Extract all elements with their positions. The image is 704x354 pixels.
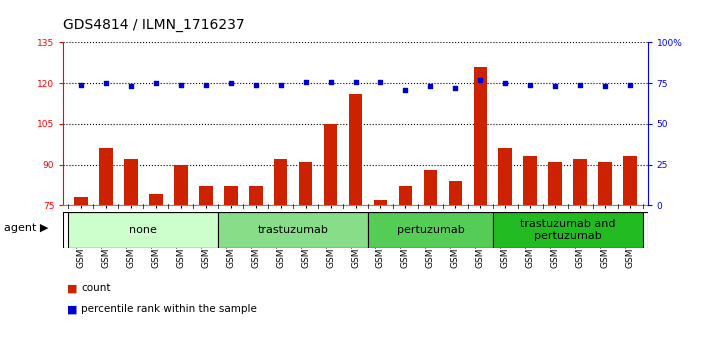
Text: trastuzumab and
pertuzumab: trastuzumab and pertuzumab: [520, 219, 615, 241]
Bar: [99, 148, 113, 354]
Point: [350, 79, 361, 84]
Bar: [249, 186, 263, 354]
Bar: [474, 67, 487, 354]
Bar: [68, 212, 218, 248]
Point: [425, 84, 436, 89]
Bar: [424, 170, 437, 354]
Text: ■: ■: [67, 283, 77, 293]
Bar: [149, 194, 163, 354]
Point: [225, 80, 237, 86]
Point: [275, 82, 287, 88]
Point: [375, 79, 386, 84]
Point: [574, 82, 586, 88]
Point: [325, 79, 337, 84]
Point: [300, 79, 311, 84]
Text: trastuzumab: trastuzumab: [258, 225, 329, 235]
Bar: [74, 197, 88, 354]
Bar: [398, 186, 413, 354]
Point: [150, 80, 161, 86]
Text: none: none: [130, 225, 157, 235]
Point: [400, 87, 411, 92]
Text: agent ▶: agent ▶: [4, 223, 48, 233]
Bar: [199, 186, 213, 354]
Point: [600, 84, 611, 89]
Text: GDS4814 / ILMN_1716237: GDS4814 / ILMN_1716237: [63, 18, 245, 32]
Point: [624, 82, 636, 88]
Text: percentile rank within the sample: percentile rank within the sample: [81, 304, 257, 314]
Point: [175, 82, 187, 88]
Bar: [218, 212, 368, 248]
Bar: [573, 159, 587, 354]
Text: count: count: [81, 283, 111, 293]
Point: [474, 77, 486, 83]
Bar: [598, 162, 612, 354]
Bar: [174, 165, 187, 354]
Bar: [348, 94, 363, 354]
Point: [500, 80, 511, 86]
Bar: [324, 124, 337, 354]
Text: ■: ■: [67, 304, 77, 314]
Bar: [374, 200, 387, 354]
Bar: [493, 212, 643, 248]
Point: [550, 84, 561, 89]
Bar: [274, 159, 287, 354]
Point: [100, 80, 111, 86]
Bar: [623, 156, 637, 354]
Point: [200, 82, 211, 88]
Point: [125, 84, 137, 89]
Bar: [498, 148, 513, 354]
Point: [524, 82, 536, 88]
Bar: [524, 156, 537, 354]
Point: [75, 82, 87, 88]
Point: [250, 82, 261, 88]
Bar: [124, 159, 138, 354]
Bar: [224, 186, 237, 354]
Point: [450, 85, 461, 91]
Bar: [298, 162, 313, 354]
Text: pertuzumab: pertuzumab: [396, 225, 465, 235]
Bar: [548, 162, 562, 354]
Bar: [448, 181, 463, 354]
Bar: [368, 212, 493, 248]
